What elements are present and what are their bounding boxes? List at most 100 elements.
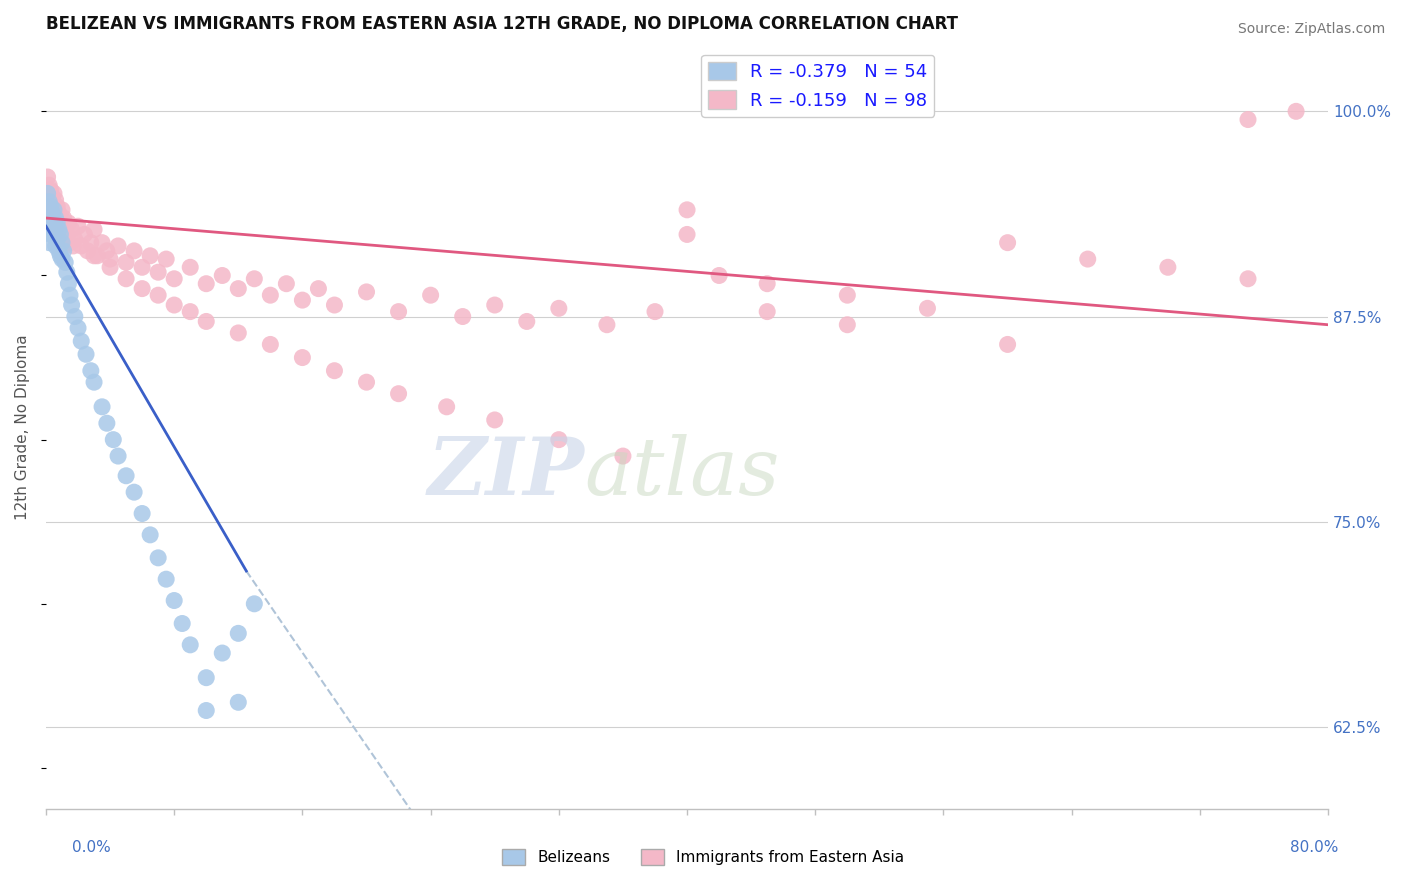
Point <box>131 282 153 296</box>
Point <box>139 249 162 263</box>
Point <box>52 211 75 225</box>
Point <box>107 449 129 463</box>
Point <box>91 235 114 250</box>
Point <box>41 222 63 236</box>
Point <box>48 232 70 246</box>
Point <box>676 202 699 217</box>
Point <box>83 249 105 263</box>
Point <box>96 244 118 258</box>
Point <box>37 186 59 201</box>
Point <box>39 211 62 225</box>
Point <box>51 252 73 266</box>
Point <box>419 288 441 302</box>
Text: atlas: atlas <box>585 434 780 512</box>
Point <box>516 314 538 328</box>
Point <box>96 416 118 430</box>
Point <box>103 433 125 447</box>
Point <box>115 255 138 269</box>
Point <box>547 301 569 316</box>
Point <box>46 232 69 246</box>
Point <box>387 386 409 401</box>
Point <box>436 400 458 414</box>
Point <box>259 337 281 351</box>
Point <box>45 222 67 236</box>
Point <box>38 194 60 209</box>
Point <box>59 235 82 250</box>
Point <box>172 616 194 631</box>
Point <box>756 304 779 318</box>
Point <box>146 550 169 565</box>
Point <box>115 468 138 483</box>
Point <box>107 239 129 253</box>
Point <box>644 304 666 318</box>
Point <box>51 227 73 242</box>
Point <box>76 244 98 258</box>
Point <box>70 334 93 348</box>
Point <box>387 304 409 318</box>
Point <box>451 310 474 324</box>
Point <box>676 227 699 242</box>
Point <box>66 321 89 335</box>
Point <box>1157 260 1180 275</box>
Point <box>243 597 266 611</box>
Point <box>291 293 314 307</box>
Legend: R = -0.379   N = 54, R = -0.159   N = 98: R = -0.379 N = 54, R = -0.159 N = 98 <box>702 54 935 117</box>
Point <box>39 200 62 214</box>
Point <box>51 202 73 217</box>
Point <box>115 272 138 286</box>
Point <box>37 219 59 234</box>
Point <box>707 268 730 283</box>
Point <box>323 298 346 312</box>
Point <box>146 288 169 302</box>
Point <box>42 227 65 242</box>
Point <box>83 375 105 389</box>
Point <box>307 282 329 296</box>
Point <box>86 249 108 263</box>
Point <box>1237 272 1260 286</box>
Point <box>179 304 201 318</box>
Point <box>139 528 162 542</box>
Point <box>37 169 59 184</box>
Point <box>48 206 70 220</box>
Point <box>211 268 233 283</box>
Point <box>612 449 634 463</box>
Point <box>41 206 63 220</box>
Point <box>91 400 114 414</box>
Text: 80.0%: 80.0% <box>1291 840 1339 855</box>
Point <box>38 235 60 250</box>
Point <box>70 239 93 253</box>
Point <box>356 285 378 299</box>
Point <box>146 265 169 279</box>
Point <box>195 704 218 718</box>
Point <box>179 260 201 275</box>
Legend: Belizeans, Immigrants from Eastern Asia: Belizeans, Immigrants from Eastern Asia <box>496 843 910 871</box>
Point <box>53 255 76 269</box>
Point <box>243 272 266 286</box>
Point <box>46 222 69 236</box>
Point <box>484 413 506 427</box>
Point <box>195 314 218 328</box>
Point <box>56 265 79 279</box>
Point <box>195 671 218 685</box>
Point <box>323 364 346 378</box>
Point <box>155 572 177 586</box>
Point <box>49 249 72 263</box>
Point <box>45 210 67 224</box>
Point <box>53 219 76 234</box>
Point <box>42 202 65 217</box>
Point <box>45 193 67 207</box>
Point <box>837 318 859 332</box>
Point <box>39 194 62 209</box>
Point <box>48 222 70 236</box>
Point <box>41 211 63 225</box>
Point <box>163 298 186 312</box>
Point <box>259 288 281 302</box>
Point <box>291 351 314 365</box>
Point <box>46 216 69 230</box>
Point <box>39 183 62 197</box>
Point <box>52 244 75 258</box>
Point <box>60 298 83 312</box>
Point <box>155 252 177 266</box>
Point <box>122 485 145 500</box>
Point <box>122 244 145 258</box>
